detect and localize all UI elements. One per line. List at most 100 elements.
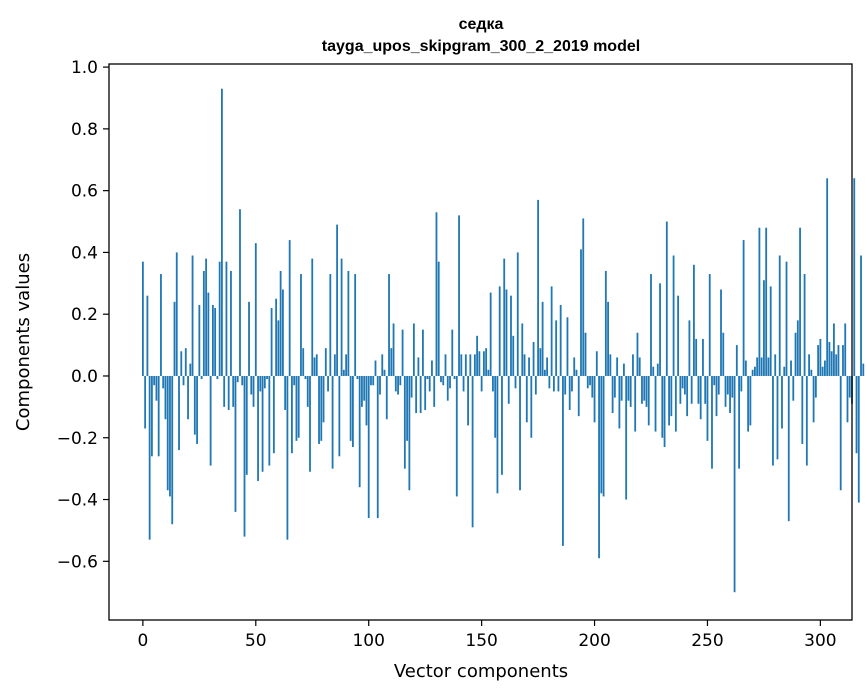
bar-236 [674,375,677,432]
bar-56 [268,375,271,466]
bar-308 [837,345,840,376]
bar-129 [433,375,436,407]
bar-40 [232,375,235,407]
bar-158 [498,286,501,376]
x-axis-ticks: 0 50 100 150 200 250 300 [137,620,837,651]
bar-230 [661,375,664,438]
bar-85 [333,354,336,376]
bar-32 [214,308,217,376]
bar-210 [616,357,619,376]
bar-9 [162,375,165,389]
bar-71 [302,348,305,376]
bar-234 [670,375,673,417]
bar-84 [331,375,334,469]
bar-302 [823,360,826,376]
y-tick-label: 0.4 [71,243,98,263]
y-axis-ticks: −0.6 −0.4 −0.2 0.0 0.2 0.4 0.6 0.8 1.0 [57,58,109,572]
bar-183 [555,320,558,376]
bar-228 [656,363,659,376]
bar-279 [772,375,774,466]
bar-198 [589,375,591,386]
bar-245 [695,338,698,376]
bar-214 [625,375,628,500]
bar-209 [613,375,616,398]
y-tick-label: −0.6 [57,552,98,572]
bar-223 [645,375,648,407]
bar-190 [571,375,573,392]
bar-281 [776,375,779,460]
bar-2 [146,295,149,376]
bar-31 [211,304,214,376]
bar-311 [844,323,847,376]
bar-51 [257,375,259,481]
bar-78 [318,375,320,444]
bar-96 [358,375,361,488]
bar-249 [704,375,707,404]
bar-60 [277,320,280,376]
bar-73 [306,375,309,407]
bar-101 [370,375,372,386]
bar-30 [209,375,212,466]
bar-11 [166,375,169,491]
bar-260 [729,375,731,414]
bar-106 [381,354,384,376]
bar-298 [814,375,817,398]
bar-125 [424,375,427,410]
bar-207 [609,354,612,376]
bar-62 [281,289,284,376]
bar-246 [697,375,700,404]
bar-104 [376,375,379,519]
bar-300 [819,338,822,376]
bar-48 [250,375,253,395]
bar-282 [778,255,781,376]
bar-94 [354,274,357,376]
bar-304 [828,342,831,376]
bar-143 [464,354,467,376]
bar-175 [537,199,539,376]
bar-189 [568,375,571,410]
bar-227 [654,375,657,432]
bar-219 [636,332,639,376]
bar-58 [272,375,275,454]
chart-subtitle: tayga_upos_skipgram_300_2_2019 model [322,38,640,55]
bar-194 [580,249,582,376]
bar-81 [324,348,327,376]
bar-239 [681,375,684,389]
bar-114 [399,375,402,386]
bar-156 [494,375,497,438]
y-tick-label: 0.2 [71,305,98,325]
bar-136 [449,375,451,389]
bar-99 [365,375,368,426]
bar-93 [351,375,354,448]
bar-124 [422,329,424,376]
bar-174 [534,375,537,395]
bar-105 [379,375,381,395]
bar-162 [507,375,510,404]
bar-26 [200,375,203,380]
bar-108 [385,375,388,420]
bar-154 [489,292,492,376]
bar-168 [521,323,524,376]
bar-116 [403,375,406,469]
bar-149 [478,351,481,376]
bar-290 [796,320,799,376]
bar-12 [169,375,171,497]
bar-97 [361,375,363,407]
bar-240 [683,375,686,395]
y-tick-label: 0.8 [71,120,98,140]
bar-38 [227,375,230,410]
bar-169 [523,354,526,376]
bar-46 [245,375,248,475]
bar-147 [473,354,476,376]
bar-233 [668,375,670,426]
bar-8 [160,274,162,376]
bar-203 [600,375,603,494]
bar-121 [415,375,418,414]
bar-118 [408,375,411,491]
bar-6 [155,375,158,401]
bar-196 [584,332,587,376]
bar-226 [652,366,655,376]
bar-269 [749,375,752,426]
bar-50 [254,243,257,376]
bar-63 [284,375,287,410]
